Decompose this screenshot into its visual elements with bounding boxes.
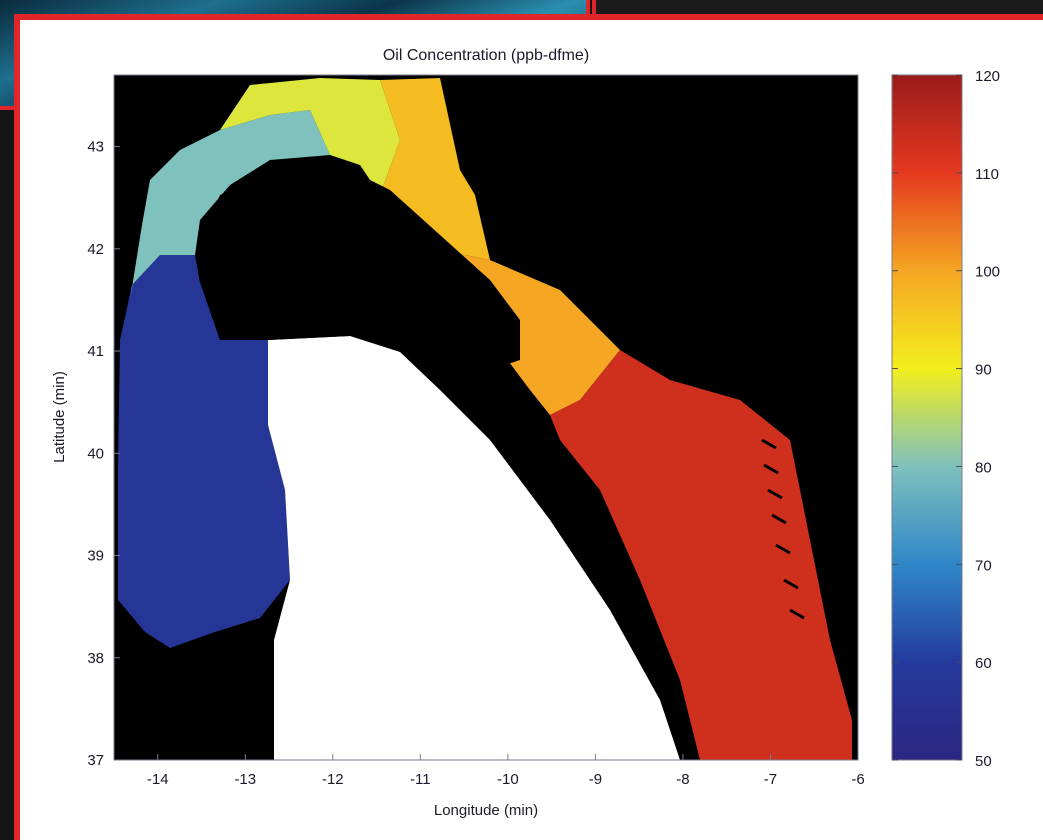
colorbar-tick-label: 100 <box>975 264 1000 281</box>
x-tick-label: -14 <box>147 771 169 788</box>
x-axis: -14 -13 -12 -11 -10 -9 -8 -7 -6 <box>147 754 865 788</box>
pier <box>789 608 805 620</box>
y-axis-label: Latitude (min) <box>51 371 68 463</box>
y-tick-label: 42 <box>87 241 104 258</box>
x-tick-label: -10 <box>497 771 519 788</box>
pier <box>753 396 769 408</box>
x-tick-label: -6 <box>851 771 864 788</box>
y-tick-label: 38 <box>87 650 104 667</box>
pier <box>771 513 787 525</box>
colorbar-tick-label: 80 <box>975 459 992 476</box>
x-tick-label: -11 <box>410 771 431 788</box>
pier <box>761 438 777 450</box>
y-tick-label: 37 <box>87 752 104 769</box>
southwest-bay-region <box>118 255 290 648</box>
colorbar: 50 60 70 80 90 100 110 120 <box>891 68 1000 770</box>
x-tick-label: -13 <box>234 771 256 788</box>
pier <box>691 363 707 375</box>
pier <box>767 488 783 500</box>
colorbar-tick-label: 120 <box>975 68 1000 85</box>
peninsula-mask <box>268 336 680 760</box>
pier <box>669 353 685 365</box>
x-tick-label: -8 <box>676 771 689 788</box>
y-tick-label: 41 <box>87 343 104 360</box>
colorbar-scale <box>891 74 963 761</box>
colorbar-tick-label: 60 <box>975 655 992 672</box>
x-tick-label: -7 <box>764 771 777 788</box>
island-mask <box>195 165 520 370</box>
x-axis-label: Longitude (min) <box>434 802 538 819</box>
southeast-bay-region <box>550 350 852 760</box>
pier <box>783 578 799 590</box>
plot-border <box>113 74 859 761</box>
north-channel-region <box>220 78 400 195</box>
y-tick-label: 40 <box>87 445 104 462</box>
colorbar-tick-label: 50 <box>975 753 992 770</box>
figure-frame: Oil Concentration (ppb-dfme) -14 -13 -12 -1… <box>14 14 1043 840</box>
x-tick-label: -9 <box>589 771 602 788</box>
pier <box>735 380 751 392</box>
shoreline-piers <box>669 353 805 620</box>
y-tick-label: 43 <box>87 139 104 156</box>
chart-title: Oil Concentration (ppb-dfme) <box>383 47 589 64</box>
pier <box>713 370 729 382</box>
background-dark-panel <box>592 0 1043 14</box>
y-axis: 37 38 39 40 41 42 43 <box>87 139 120 769</box>
pier <box>763 463 779 475</box>
plot-area <box>114 75 858 760</box>
colorbar-tick-label: 70 <box>975 557 992 574</box>
oil-concentration-chart: Oil Concentration (ppb-dfme) -14 -13 -12 -1… <box>51 47 1000 819</box>
y-tick-label: 39 <box>87 548 104 565</box>
x-tick-label: -12 <box>322 771 344 788</box>
colorbar-ticks: 50 60 70 80 90 100 110 120 <box>892 68 1000 770</box>
colorbar-tick-label: 110 <box>975 166 999 183</box>
northwest-channel-region <box>130 110 330 300</box>
colorbar-tick-label: 90 <box>975 362 992 379</box>
pier <box>775 543 791 555</box>
